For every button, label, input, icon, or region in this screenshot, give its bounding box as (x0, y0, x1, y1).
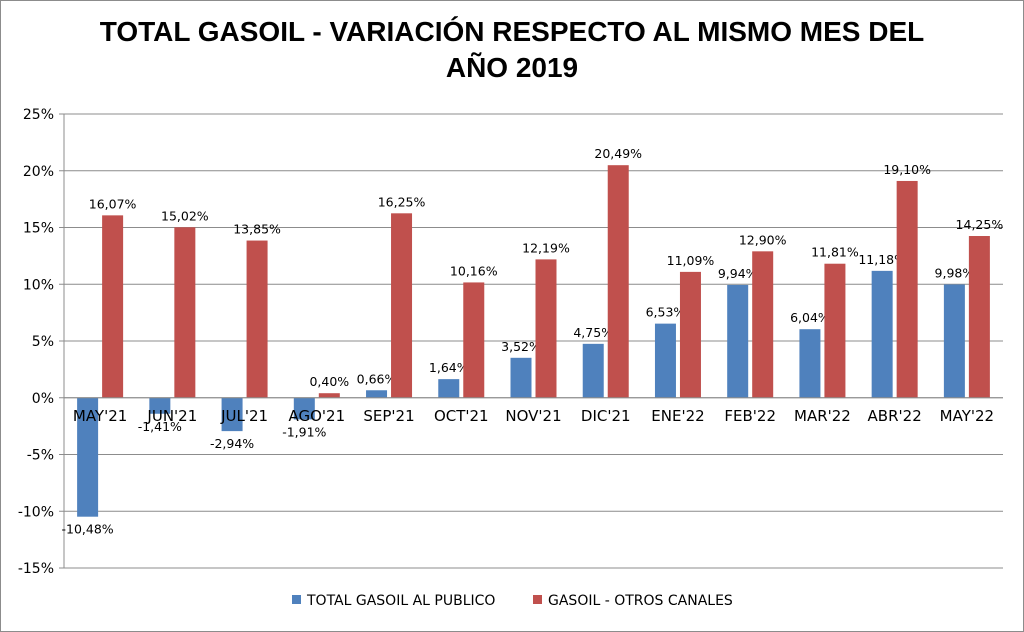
data-label-publico: -10,48% (62, 522, 114, 537)
bar-publico (221, 397, 243, 432)
y-tick-label: 10% (23, 277, 54, 293)
x-tick-label: NOV'21 (505, 407, 561, 425)
bar-publico (293, 397, 315, 420)
data-label-publico: 9,94% (718, 266, 758, 281)
x-tick-label: JUN'21 (146, 407, 197, 425)
legend-label-otros-canales: GASOIL - OTROS CANALES (548, 593, 733, 609)
bar-otros-canales (535, 259, 557, 398)
bar-otros-canales (968, 236, 990, 398)
data-label-publico: 0,66% (357, 371, 397, 386)
y-tick-label: 0% (32, 391, 54, 407)
chart-title: TOTAL GASOIL - VARIACIÓN RESPECTO AL MIS… (0, 14, 1024, 86)
data-label-publico: 11,18% (858, 252, 906, 267)
data-label-publico: 9,98% (935, 265, 975, 280)
bar-otros-canales (824, 263, 846, 398)
bar-otros-canales (102, 215, 124, 398)
data-label-publico: -1,41% (138, 419, 182, 434)
x-tick-label: MAY'22 (940, 407, 994, 425)
x-tick-label: DIC'21 (581, 407, 631, 425)
y-tick-label: 5% (32, 334, 54, 350)
bar-otros-canales (174, 227, 196, 398)
bar-publico (582, 343, 604, 398)
chart-title-line-2: AÑO 2019 (445, 52, 579, 83)
legend-label-publico: TOTAL GASOIL AL PUBLICO (306, 593, 495, 609)
data-label-otros-canales: 15,02% (161, 208, 209, 223)
data-label-publico: 3,52% (501, 339, 541, 354)
chart-title-line-1: TOTAL GASOIL - VARIACIÓN RESPECTO AL MIS… (99, 16, 925, 47)
data-label-otros-canales: 16,07% (89, 196, 137, 211)
data-label-otros-canales: 19,10% (883, 162, 931, 177)
bar-otros-canales (318, 393, 340, 398)
x-tick-label: MAR'22 (794, 407, 851, 425)
data-label-otros-canales: 12,90% (739, 232, 787, 247)
data-label-publico: -1,91% (282, 424, 326, 439)
y-tick-label: -5% (27, 448, 54, 464)
x-tick-label: JUL'21 (220, 407, 268, 425)
data-label-otros-canales: 11,81% (811, 245, 859, 260)
x-tick-label: ABR'22 (868, 407, 922, 425)
data-label-publico: -2,94% (210, 436, 254, 451)
data-label-publico: 4,75% (573, 325, 613, 340)
x-tick-label: OCT'21 (434, 407, 489, 425)
y-tick-label: 15% (23, 221, 54, 237)
y-tick-label: -15% (18, 561, 54, 577)
bar-publico (438, 379, 460, 398)
data-label-otros-canales: 11,09% (667, 253, 715, 268)
bar-publico (510, 357, 532, 398)
bar-otros-canales (896, 180, 918, 398)
legend-swatch-otros-canales (533, 595, 542, 604)
bar-otros-canales (607, 165, 629, 398)
bar-otros-canales (752, 251, 774, 398)
bar-publico (149, 397, 171, 414)
bar-publico (654, 323, 676, 398)
data-label-otros-canales: 13,85% (233, 222, 281, 237)
x-tick-label: FEB'22 (724, 407, 776, 425)
bar-publico (871, 270, 893, 398)
y-tick-label: -10% (18, 504, 54, 520)
bar-publico (799, 329, 821, 398)
data-label-otros-canales: 20,49% (594, 146, 642, 161)
data-label-publico: 1,64% (429, 360, 469, 375)
data-label-otros-canales: 10,16% (450, 263, 498, 278)
bar-otros-canales (463, 282, 485, 398)
data-label-publico: 6,04% (790, 310, 830, 325)
data-label-otros-canales: 16,25% (378, 194, 426, 209)
legend-swatch-publico (292, 595, 301, 604)
y-tick-label: 20% (23, 164, 54, 180)
bar-otros-canales (679, 271, 701, 398)
bar-otros-canales (391, 213, 413, 398)
data-label-otros-canales: 0,40% (309, 374, 349, 389)
data-label-publico: 6,53% (646, 305, 686, 320)
bar-publico (77, 397, 99, 517)
bar-publico (943, 284, 965, 398)
data-label-otros-canales: 12,19% (522, 240, 570, 255)
x-tick-label: MAY'21 (73, 407, 127, 425)
bar-publico (727, 284, 749, 398)
y-tick-label: 25% (23, 107, 54, 123)
x-tick-label: SEP'21 (363, 407, 414, 425)
bar-publico (366, 390, 388, 398)
x-tick-label: AGO'21 (288, 407, 345, 425)
data-label-otros-canales: 14,25% (956, 217, 1004, 232)
bar-otros-canales (246, 240, 268, 398)
x-tick-label: ENE'22 (651, 407, 704, 425)
